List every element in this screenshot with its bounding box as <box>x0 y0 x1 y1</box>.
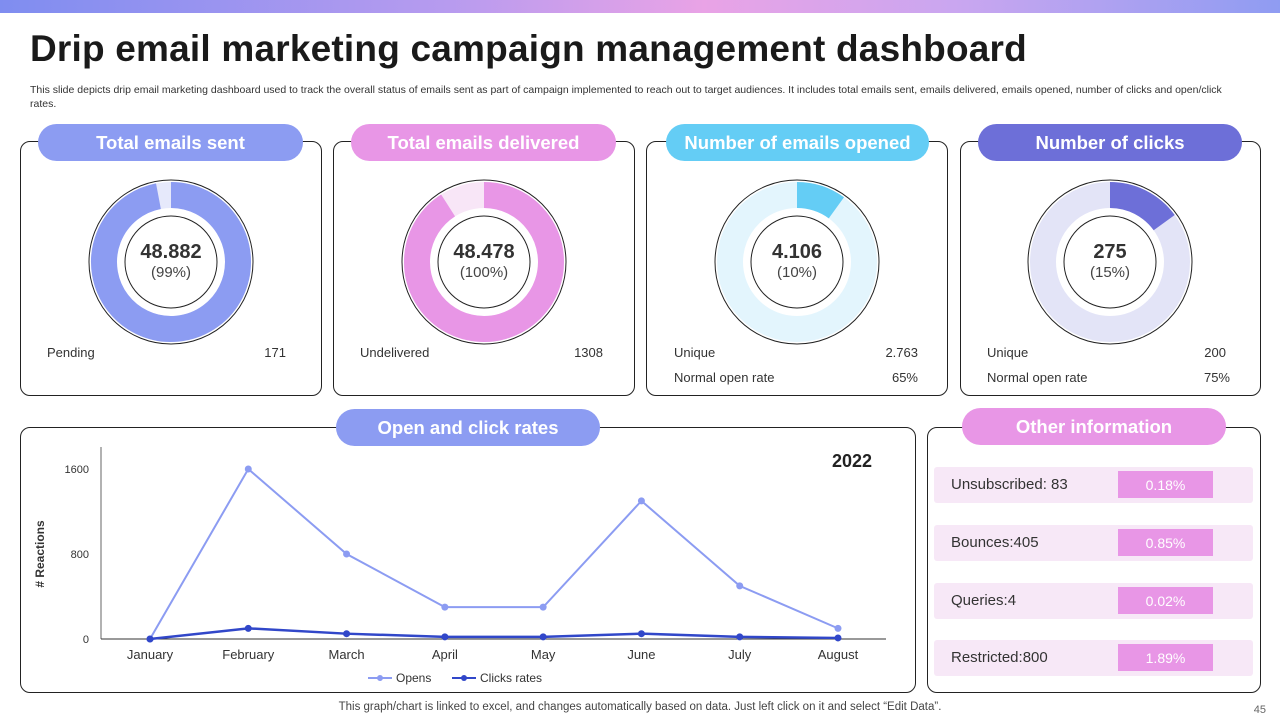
data-point <box>441 603 449 611</box>
page-number: 45 <box>1253 704 1266 716</box>
data-point <box>736 582 744 590</box>
kpi-row-value: 200 <box>1204 345 1226 360</box>
kpi-title-opened: Number of emails opened <box>666 124 929 161</box>
y-tick-label: 800 <box>71 549 89 561</box>
kpi-percent: (10%) <box>776 264 817 281</box>
y-tick-label: 1600 <box>65 464 89 476</box>
kpi-title-clicks: Number of clicks <box>978 124 1242 161</box>
kpi-title-delivered: Total emails delivered <box>351 124 616 161</box>
donut-chart-opened: 4.106 (10%) <box>714 179 880 345</box>
x-tick-label: June <box>627 647 655 662</box>
info-label: Restricted:800 <box>951 649 1048 666</box>
kpi-value: 48.882 <box>140 241 202 263</box>
legend-marker <box>461 675 467 681</box>
donut-arc <box>91 182 251 342</box>
data-point <box>834 634 842 642</box>
data-point <box>736 633 744 641</box>
kpi-row-label: Normal open rate <box>674 370 775 385</box>
kpi-title-sent: Total emails sent <box>38 124 303 161</box>
kpi-row-value: 65% <box>891 370 918 385</box>
data-point <box>539 603 547 611</box>
data-point <box>244 465 252 473</box>
kpi-row-value: 171 <box>264 345 286 360</box>
x-tick-label: July <box>728 647 752 662</box>
other-info-title: Other information <box>962 408 1226 445</box>
data-point <box>244 624 252 632</box>
data-point <box>539 633 547 641</box>
data-point <box>343 550 351 558</box>
kpi-percent: (99%) <box>150 264 191 281</box>
info-label: Bounces:405 <box>951 534 1039 551</box>
donut-chart-clicks: 275 (15%) <box>1027 179 1193 345</box>
info-badge: 0.85% <box>1118 529 1213 556</box>
donut-arc <box>796 182 845 219</box>
info-row-restricted: Restricted:800 1.89% <box>934 640 1253 676</box>
x-tick-label: January <box>127 647 174 662</box>
footer-note: This graph/chart is linked to excel, and… <box>338 701 942 713</box>
top-gradient-bar <box>0 0 1280 13</box>
x-tick-label: February <box>222 647 275 662</box>
chart-title-pill: Open and click rates <box>336 409 600 446</box>
data-point <box>834 624 842 632</box>
data-point <box>637 630 645 638</box>
kpi-row-label: Undelivered <box>360 345 430 360</box>
info-row-queries: Queries:4 0.02% <box>934 583 1253 619</box>
kpi-value: 48.478 <box>453 241 515 263</box>
kpi-row-value: 2.763 <box>885 345 918 360</box>
chart-annotation: 2022 <box>832 451 872 471</box>
legend-label: Opens <box>396 671 431 685</box>
x-tick-label: March <box>329 647 365 662</box>
data-point <box>146 635 154 643</box>
x-tick-label: August <box>818 647 859 662</box>
page-description: This slide depicts drip email marketing … <box>30 84 1222 110</box>
donut-arc <box>404 182 564 342</box>
line-chart: 0 800 1600 # Reactions January February March A… <box>33 447 886 685</box>
kpi-row-label: Unique <box>674 345 716 360</box>
series-line-opens <box>149 467 839 640</box>
x-tick-label: April <box>432 647 458 662</box>
kpi-row-label: Pending <box>47 345 95 360</box>
page-title: Drip email marketing campaign management… <box>30 28 1027 69</box>
info-badge: 0.02% <box>1118 587 1213 614</box>
data-point <box>441 633 449 641</box>
x-tick-label: May <box>531 647 556 662</box>
y-tick-label: 0 <box>83 634 89 646</box>
info-badge: 1.89% <box>1118 644 1213 671</box>
info-badge: 0.18% <box>1118 471 1213 498</box>
chart-card <box>20 427 916 693</box>
kpi-value: 275 <box>1093 241 1127 263</box>
info-row-bounces: Bounces:405 0.85% <box>934 525 1253 561</box>
kpi-percent: (15%) <box>1089 264 1130 281</box>
legend-label: Clicks rates <box>480 671 542 685</box>
y-axis-label: # Reactions <box>33 520 47 588</box>
data-point <box>637 497 645 505</box>
kpi-row-label: Normal open rate <box>987 370 1088 385</box>
info-label: Unsubscribed: 83 <box>951 476 1068 493</box>
donut-chart-delivered: 48.478 (100%) <box>401 179 567 345</box>
donut-arc <box>1109 182 1175 231</box>
donut-chart-sent: 48.882 (99%) <box>88 179 254 345</box>
info-row-unsubscribed: Unsubscribed: 83 0.18% <box>934 467 1253 503</box>
legend-marker <box>377 675 383 681</box>
kpi-row-value: 1308 <box>574 345 603 360</box>
kpi-percent: (100%) <box>459 264 509 281</box>
data-point <box>343 630 351 638</box>
info-label: Queries:4 <box>951 592 1017 609</box>
series-line-clicks-rates <box>149 627 839 641</box>
kpi-row-value: 75% <box>1203 370 1230 385</box>
kpi-value: 4.106 <box>771 241 823 263</box>
kpi-row-label: Unique <box>987 345 1029 360</box>
